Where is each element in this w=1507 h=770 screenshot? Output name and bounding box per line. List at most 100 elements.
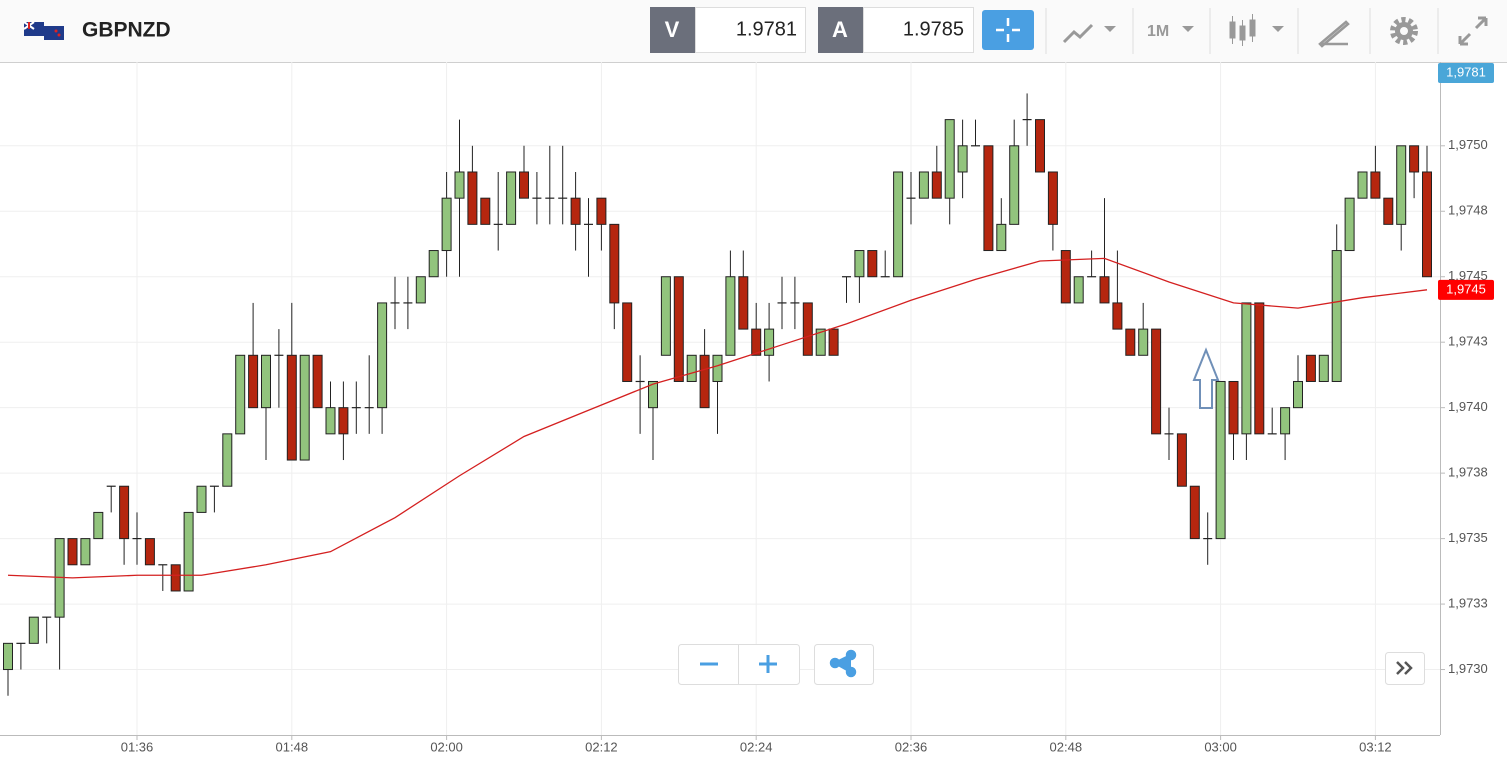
candle-body (480, 197, 491, 225)
candle-body (918, 171, 929, 199)
candle-body (1009, 145, 1020, 225)
candle-body (1073, 276, 1084, 304)
flag-icon (23, 21, 64, 40)
candle-body (28, 616, 39, 644)
chart-type-button[interactable] (1062, 23, 1116, 44)
ask-price: 1.9785 (903, 18, 964, 40)
last-price-marker (1438, 279, 1494, 300)
candle-body (648, 380, 658, 409)
ask-price-label: 1,9781 (1446, 64, 1486, 79)
y-tick-label: 1,9730 (1448, 661, 1488, 676)
candle-body (415, 276, 426, 304)
x-tick-label: 02:48 (1050, 739, 1083, 754)
y-tick-label: 1,9733 (1448, 596, 1488, 611)
zoom-controls (678, 644, 1425, 685)
x-tick-label: 01:36 (121, 739, 154, 754)
y-tick-label: 1,9735 (1448, 530, 1488, 545)
candle-body (235, 354, 246, 435)
candle-body (67, 538, 78, 566)
candle-body (1254, 302, 1265, 435)
candle-body (519, 171, 529, 199)
toolbar-separators (1045, 8, 1439, 54)
settings-button[interactable] (1390, 17, 1418, 45)
candle-body (170, 564, 181, 592)
fullscreen-button[interactable] (1458, 16, 1488, 46)
candle-body (1396, 145, 1407, 225)
candle-body (1409, 145, 1420, 173)
candle-body (1305, 354, 1316, 382)
candle-body (299, 354, 310, 461)
bid-price: 1.9781 (736, 18, 797, 40)
y-tick-label: 1,9745 (1448, 268, 1488, 283)
candle-body (325, 407, 336, 435)
candle-body (286, 354, 297, 461)
candle-body (1344, 197, 1355, 252)
candle-body (751, 328, 762, 356)
candle-body (1331, 250, 1342, 382)
crosshair-button[interactable] (982, 10, 1034, 50)
timeframe[interactable]: 1M (1147, 23, 1169, 40)
candle-body (1189, 485, 1200, 540)
candle-body (1125, 328, 1136, 356)
candle-body (944, 119, 955, 199)
x-tick-label: 03:12 (1359, 739, 1392, 754)
candle-body (596, 197, 607, 225)
ask-box (863, 7, 974, 53)
candle-body (1035, 119, 1045, 173)
candle-body (119, 485, 130, 540)
x-tick-label: 02:36 (895, 739, 928, 754)
moving-average-line (7, 257, 1428, 579)
zoom-in-button[interactable] (759, 655, 777, 673)
candle-body (660, 276, 671, 356)
ask-label: A (832, 17, 848, 42)
plot-area (0, 62, 1445, 740)
candle-body (1293, 380, 1303, 409)
candle-body (802, 302, 813, 356)
candle-body (248, 354, 259, 409)
candle-body (506, 171, 517, 225)
candle-body (428, 250, 439, 278)
symbol: GBPNZD (82, 19, 171, 42)
candle-body (1228, 380, 1239, 435)
bid-button[interactable] (650, 7, 695, 53)
candle-body (1370, 171, 1381, 199)
candle-body (1318, 354, 1329, 382)
candle-body (931, 171, 942, 199)
candle-body (3, 642, 13, 671)
candle-body (377, 302, 388, 409)
candle-body (867, 250, 878, 278)
timeframe-caret (1182, 26, 1194, 32)
x-tick-label: 02:00 (430, 739, 463, 754)
candle-body (338, 407, 349, 435)
candle-body (454, 171, 465, 199)
y-tick-label: 1,9740 (1448, 399, 1488, 414)
candle-body (1047, 171, 1058, 225)
candle-body (828, 328, 839, 356)
bid-label: V (665, 17, 680, 42)
y-tick-label: 1,9738 (1448, 465, 1488, 480)
candle-body (196, 485, 207, 513)
candle-body (983, 145, 994, 252)
candle-body (1151, 328, 1162, 435)
candle-body (312, 354, 323, 409)
candle-body (1138, 328, 1149, 356)
candle-body (1422, 171, 1432, 278)
draw-tool-button[interactable] (1318, 20, 1350, 48)
ask-button[interactable] (818, 7, 863, 53)
x-tick-label: 02:24 (740, 739, 773, 754)
candle-type-button[interactable] (1229, 14, 1284, 46)
ask-price-marker (1438, 63, 1494, 83)
candle-body (1099, 276, 1110, 304)
candle-body (570, 197, 581, 225)
candle-body (1357, 171, 1368, 199)
last-price-label: 1,9745 (1446, 281, 1486, 296)
candle-body (712, 354, 723, 382)
candle-body (738, 276, 749, 330)
candle-body (222, 433, 233, 487)
candle-body (1176, 433, 1187, 487)
candle-body (893, 171, 904, 278)
y-tick-label: 1,9743 (1448, 334, 1488, 349)
scroll-end-button[interactable] (1385, 652, 1425, 685)
candle-body (609, 223, 620, 304)
